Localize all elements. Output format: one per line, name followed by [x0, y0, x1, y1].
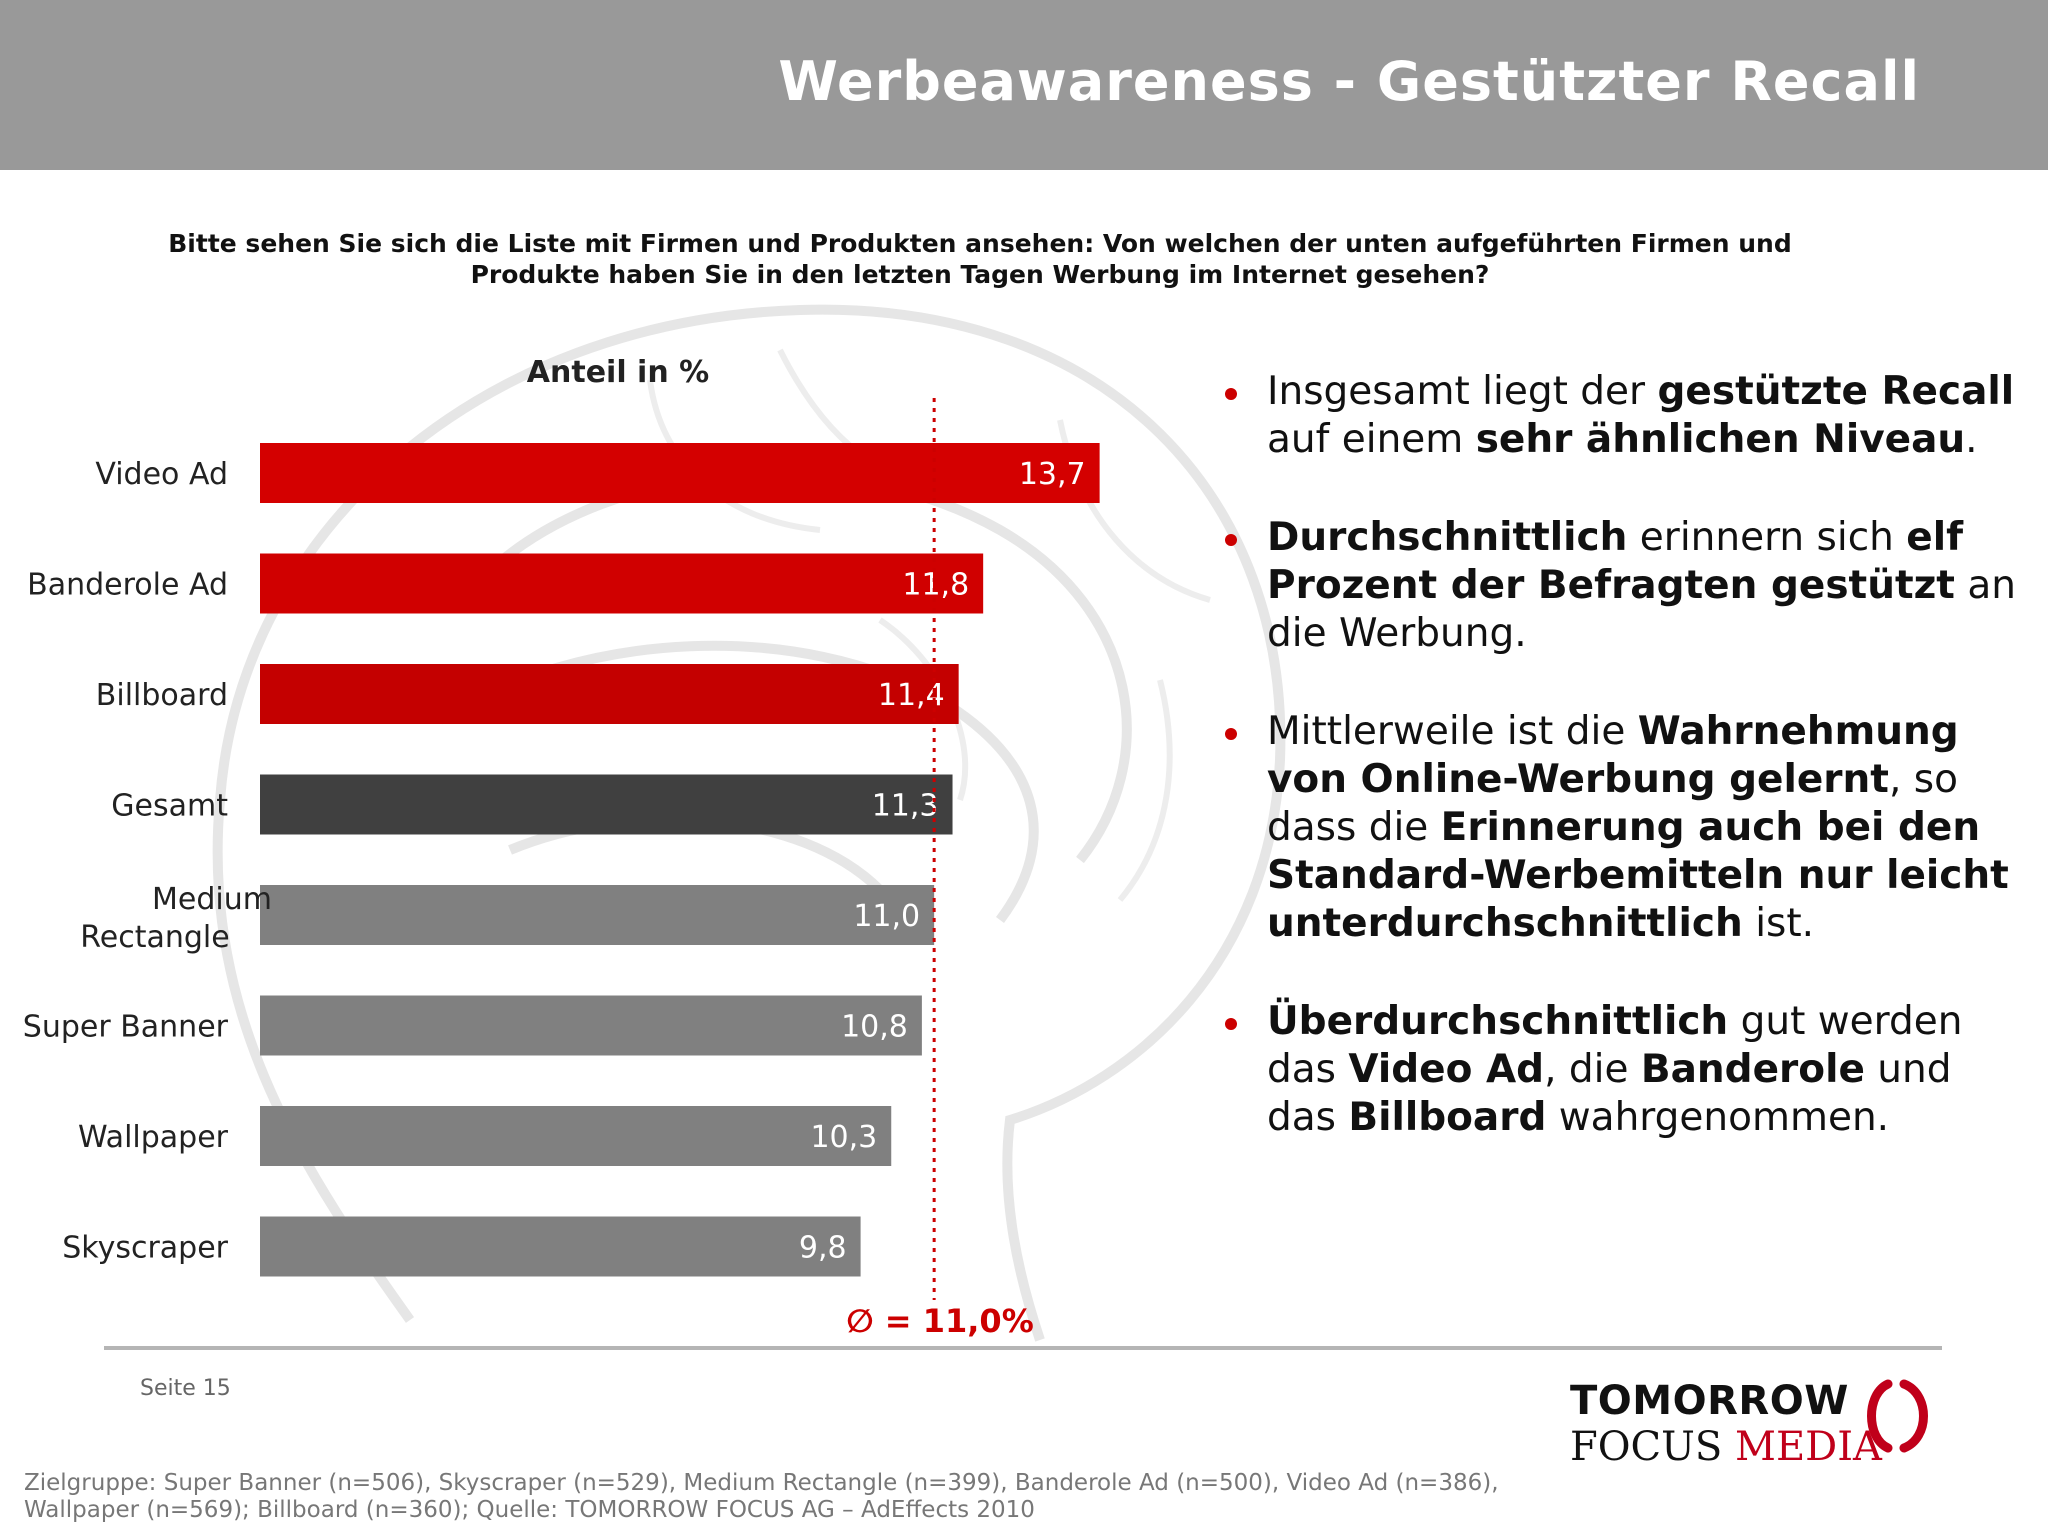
- bullet-text: sehr ähnlichen Niveau: [1475, 417, 1966, 462]
- company-logo: TOMORROW FOCUS MEDIA: [1568, 1372, 1948, 1472]
- bullet-item-3: Mittlerweile ist die Wahrnehmung von Onl…: [1222, 708, 2022, 948]
- logo-text-focus: FOCUS: [1570, 1424, 1723, 1470]
- logo-text-focus-media: FOCUS MEDIA: [1570, 1424, 1882, 1470]
- bar-medium-rectangle: [260, 885, 935, 945]
- logo-text-media: MEDIA: [1734, 1424, 1882, 1470]
- category-label: Wallpaper: [78, 1120, 229, 1155]
- bullet-text: , die: [1544, 1047, 1641, 1092]
- category-label: Skyscraper: [62, 1231, 228, 1266]
- bullet-text: Überdurchschnittlich: [1267, 999, 1729, 1044]
- bullet-text: elf Prozent der Befragten gestützt: [1267, 515, 1964, 608]
- bar-value-label: 11,3: [872, 789, 939, 824]
- logo-bracket-icon: [1867, 1379, 1928, 1453]
- bar-skyscraper: [260, 1216, 861, 1277]
- bullet-text: auf einem: [1267, 417, 1476, 462]
- bullet-dot-icon: [1225, 388, 1237, 400]
- bullet-text: .: [1965, 417, 1978, 462]
- category-label: Medium Rectangle: [80, 882, 272, 955]
- bar-value-label: 13,7: [1019, 457, 1086, 492]
- category-label: Super Banner: [23, 1010, 229, 1045]
- survey-question: Bitte sehen Sie sich die Liste mit Firme…: [168, 229, 1792, 289]
- bullet-text: und das: [1267, 1047, 1952, 1140]
- bullet-item-1: Insgesamt liegt der gestützte Recall auf…: [1222, 368, 2022, 464]
- bullet-text: an die Werbung.: [1267, 563, 2016, 656]
- bar-super-banner: [260, 995, 922, 1056]
- bar-wallpaper: [260, 1106, 892, 1166]
- bullet-dot-icon: [1225, 728, 1237, 740]
- bullet-item-4: Überdurchschnittlich gut werden das Vide…: [1222, 998, 2022, 1142]
- source-footnote: Zielgruppe: Super Banner (n=506), Skyscr…: [24, 1470, 1724, 1524]
- bullet-text: wahrgenommen.: [1546, 1095, 1890, 1140]
- bullet-item-2: Durchschnittlich erinnern sich elf Proze…: [1222, 514, 2022, 658]
- bar-billboard: [260, 664, 959, 724]
- bar-value-label: 11,0: [853, 899, 920, 934]
- bullet-text: erinnern sich: [1627, 515, 1907, 560]
- bullet-text: Video Ad: [1348, 1047, 1545, 1092]
- bar-value-label: 10,3: [810, 1120, 877, 1155]
- bullet-dot-icon: [1225, 534, 1237, 546]
- bar-value-label: 11,8: [902, 568, 969, 603]
- bar-value-label: 10,8: [841, 1010, 908, 1045]
- bullet-text: Wahrnehmung von Online-Werbung gelernt: [1267, 709, 1959, 802]
- category-label: Billboard: [96, 678, 228, 713]
- page-number: Seite 15: [140, 1376, 231, 1401]
- page-title: Werbeawareness - Gestützter Recall: [778, 50, 1920, 113]
- bar-gesamt: [260, 774, 953, 835]
- category-label: Banderole Ad: [27, 568, 228, 603]
- bar-video-ad: [260, 443, 1100, 503]
- header-bar: Werbeawareness - Gestützter Recall: [0, 0, 2048, 170]
- bullet-dot-icon: [1225, 1018, 1237, 1030]
- bullet-text: gestützte Recall: [1657, 369, 2015, 414]
- bar-value-label: 11,4: [878, 678, 945, 713]
- bullet-text: ist.: [1742, 901, 1815, 946]
- bullet-text: Mittlerweile ist die: [1267, 709, 1638, 754]
- footer-divider: [104, 1346, 1942, 1350]
- bar-banderole-ad: [260, 553, 984, 614]
- bullet-text: Erinnerung auch bei den Standard-Werbemi…: [1267, 805, 2009, 946]
- bullet-text: Insgesamt liegt der: [1267, 369, 1658, 414]
- bullet-text: gut werden das: [1267, 999, 1963, 1092]
- category-label: Gesamt: [111, 789, 228, 824]
- logo-text-tomorrow: TOMORROW: [1570, 1378, 1849, 1424]
- bar-value-label: 9,8: [799, 1231, 847, 1266]
- bar-chart: Anteil in % 13,7 Video Ad 11,8 Banderole Ad 1…: [23, 355, 1100, 1340]
- source-line-1: Zielgruppe: Super Banner (n=506), Skyscr…: [24, 1470, 1499, 1496]
- average-label: ∅ = 11,0%: [846, 1302, 1034, 1340]
- chart-title: Anteil in %: [527, 355, 709, 390]
- bullet-text: Banderole: [1640, 1047, 1865, 1092]
- bullet-text: , so dass die: [1267, 757, 1958, 850]
- category-label: Video Ad: [95, 457, 228, 492]
- bullet-list: Insgesamt liegt der gestützte Recall auf…: [1222, 368, 2022, 1192]
- bullet-text: Durchschnittlich: [1267, 515, 1628, 560]
- source-line-2: Wallpaper (n=569); Billboard (n=360); Qu…: [24, 1497, 1035, 1523]
- bullet-text: Billboard: [1348, 1095, 1547, 1140]
